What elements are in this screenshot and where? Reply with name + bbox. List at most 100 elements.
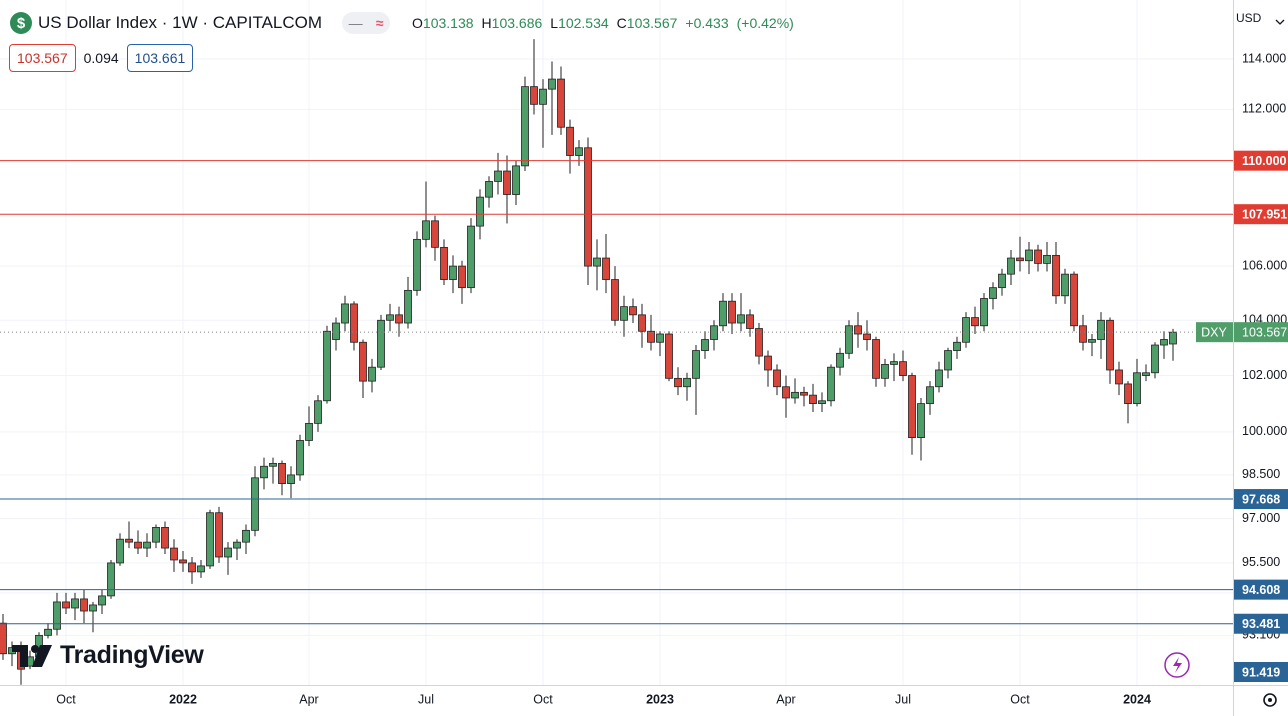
logo-mark: [12, 644, 52, 667]
candle-body: [1070, 273, 1078, 327]
candle-body: [1061, 273, 1069, 297]
candle-body: [719, 300, 727, 327]
candle-body: [602, 257, 610, 280]
candle-body: [647, 330, 655, 343]
candle-body: [125, 538, 133, 543]
candle-body: [539, 88, 547, 105]
candle-body: [1088, 339, 1096, 343]
candle-body: [152, 526, 160, 543]
candle-body: [890, 361, 898, 365]
y-tick-label: 114.000: [1242, 51, 1286, 65]
candle-body: [1052, 254, 1060, 297]
candle-body: [503, 170, 511, 195]
candle-body: [1097, 319, 1105, 340]
candle-body: [305, 422, 313, 441]
candle-body: [665, 333, 673, 379]
candle-body: [584, 147, 592, 267]
candle-body: [413, 238, 421, 291]
candle-body: [512, 165, 520, 195]
candle-body: [656, 333, 664, 343]
candle-body: [971, 317, 979, 327]
candle-body: [566, 126, 574, 156]
ohlc-key: H: [481, 15, 492, 31]
status-pill[interactable]: — ≈: [342, 12, 391, 34]
candle-body: [575, 147, 583, 156]
trade-boxes: 103.567 0.094 103.661: [9, 44, 194, 72]
ohlc-key: L: [550, 15, 559, 31]
candle-body: [422, 220, 430, 240]
y-tick-label: 98.500: [1242, 467, 1280, 481]
candle-body: [683, 377, 691, 388]
grid: [0, 0, 1233, 685]
candle-body: [962, 317, 970, 343]
candle-body: [350, 303, 358, 343]
price-badge: [1234, 322, 1288, 343]
x-tick-label: Jul: [418, 692, 434, 706]
candle-body: [521, 86, 529, 167]
candle-body: [440, 246, 448, 280]
candle-body: [98, 595, 106, 606]
candle-body: [1034, 249, 1042, 264]
candle-body: [368, 366, 376, 382]
level-badge: [1234, 579, 1288, 600]
candle-body: [467, 225, 475, 289]
x-tick-label: 2023: [646, 692, 674, 706]
candle-body: [341, 303, 349, 324]
candle-body: [296, 440, 304, 476]
bid-price[interactable]: 103.567: [9, 44, 76, 72]
x-tick-label: Oct: [1010, 692, 1030, 706]
candle-body: [89, 604, 97, 612]
candle-body: [170, 547, 178, 561]
currency[interactable]: USD: [1236, 11, 1262, 25]
candle-body: [998, 273, 1006, 289]
candle-body: [809, 394, 817, 404]
candle-body: [377, 319, 385, 368]
candle-body: [881, 364, 889, 379]
candle-body: [269, 462, 277, 467]
candle-body: [863, 333, 871, 340]
candle-body: [1106, 319, 1114, 371]
candle-body: [773, 369, 781, 388]
candle-body: [557, 78, 565, 128]
candle-body: [1142, 372, 1150, 376]
settings-icon[interactable]: [1263, 693, 1277, 707]
candle-body: [818, 400, 826, 404]
candle-body: [161, 526, 169, 549]
candle-body: [386, 314, 394, 321]
change: +0.433: [685, 15, 729, 31]
price-label: 103.567: [1242, 325, 1287, 339]
candle-body: [332, 322, 340, 340]
candle-body: [1133, 372, 1141, 404]
candle-body: [935, 369, 943, 388]
candle-body: [737, 314, 745, 324]
candle-body: [260, 465, 268, 479]
ask-price[interactable]: 103.661: [126, 44, 194, 72]
legend-header: $ US Dollar Index · 1W · CAPITALCOM — ≈ O…: [10, 9, 794, 37]
ohlc-value: 103.567: [626, 15, 678, 31]
candle-body: [1016, 257, 1024, 262]
candle-body: [188, 562, 196, 573]
candle-body: [530, 86, 538, 105]
candle-body: [548, 78, 556, 90]
candle-body: [728, 300, 736, 324]
candle-body: [44, 628, 52, 636]
candle-body: [0, 622, 7, 655]
logo: TradingView: [12, 641, 204, 670]
x-tick-label: Oct: [56, 692, 76, 706]
candle-body: [80, 598, 88, 612]
candle-body: [224, 547, 232, 558]
ohlc-values: O103.138 H103.686 L102.534 C103.567 +0.4…: [412, 15, 794, 31]
candle-body: [314, 400, 322, 424]
candle-body: [1151, 344, 1159, 374]
candle-body: [611, 279, 619, 321]
candle-body: [107, 562, 115, 597]
y-tick-label: 100.000: [1242, 424, 1287, 438]
candle-body: [953, 341, 961, 351]
candle-body: [746, 314, 754, 329]
candle-body: [1124, 383, 1132, 404]
candle-body: [1025, 249, 1033, 262]
x-tick-label: Jul: [895, 692, 911, 706]
candle-body: [215, 512, 223, 558]
symbol-title[interactable]: US Dollar Index · 1W · CAPITALCOM: [38, 13, 323, 32]
